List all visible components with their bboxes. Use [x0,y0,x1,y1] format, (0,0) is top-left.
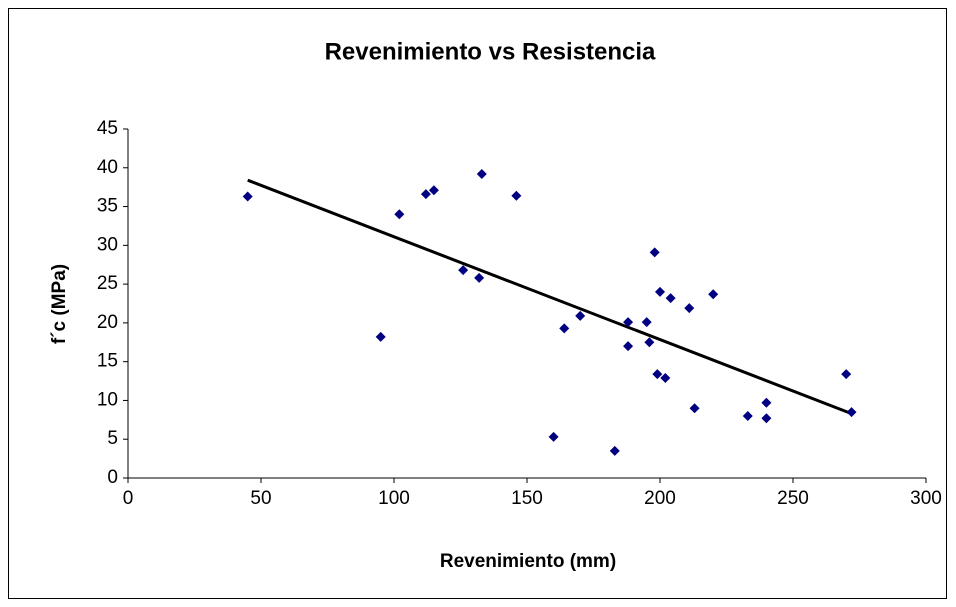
point [761,413,772,424]
point [623,341,634,352]
x-tick-label: 300 [910,488,942,509]
point [394,209,405,220]
point [742,410,753,421]
y-tick-label: 25 [97,273,118,294]
point [559,323,570,334]
point [375,331,386,342]
point [575,310,586,321]
point [458,265,469,276]
point [665,293,676,304]
y-tick-label: 20 [97,312,118,333]
y-tick-label: 45 [97,118,118,139]
x-tick-label: 50 [250,488,271,509]
y-tick-label: 35 [97,196,118,217]
point [689,403,700,414]
y-tick-label: 10 [97,389,118,410]
chart-title: Revenimiento vs Resistencia [325,38,656,65]
point [761,397,772,408]
point [474,272,485,283]
point [846,407,857,418]
x-axis-title: Revenimiento (mm) [440,551,616,572]
y-axis-title: f´c (MPa) [49,264,70,344]
point [623,317,634,328]
y-tick-label: 0 [107,467,118,488]
x-tick-label: 250 [777,488,809,509]
point [841,369,852,380]
point [420,189,431,200]
y-tick-label: 30 [97,234,118,255]
y-tick-label: 40 [97,157,118,178]
x-tick-label: 150 [511,488,543,509]
point [684,303,695,314]
chart-border [8,8,947,599]
point [652,369,663,380]
x-tick-label: 200 [644,488,676,509]
point [641,317,652,328]
x-tick-label: 100 [378,488,410,509]
y-tick-label: 5 [107,428,118,449]
point [649,247,660,258]
point [660,372,671,383]
point [609,445,620,456]
point [644,337,655,348]
point [548,431,559,442]
point [511,190,522,201]
point [428,185,439,196]
point [708,289,719,300]
y-tick-label: 15 [97,351,118,372]
x-tick-label: 0 [123,488,134,509]
point [476,168,487,179]
point [655,286,665,297]
trendline [247,178,853,416]
point [242,191,253,202]
